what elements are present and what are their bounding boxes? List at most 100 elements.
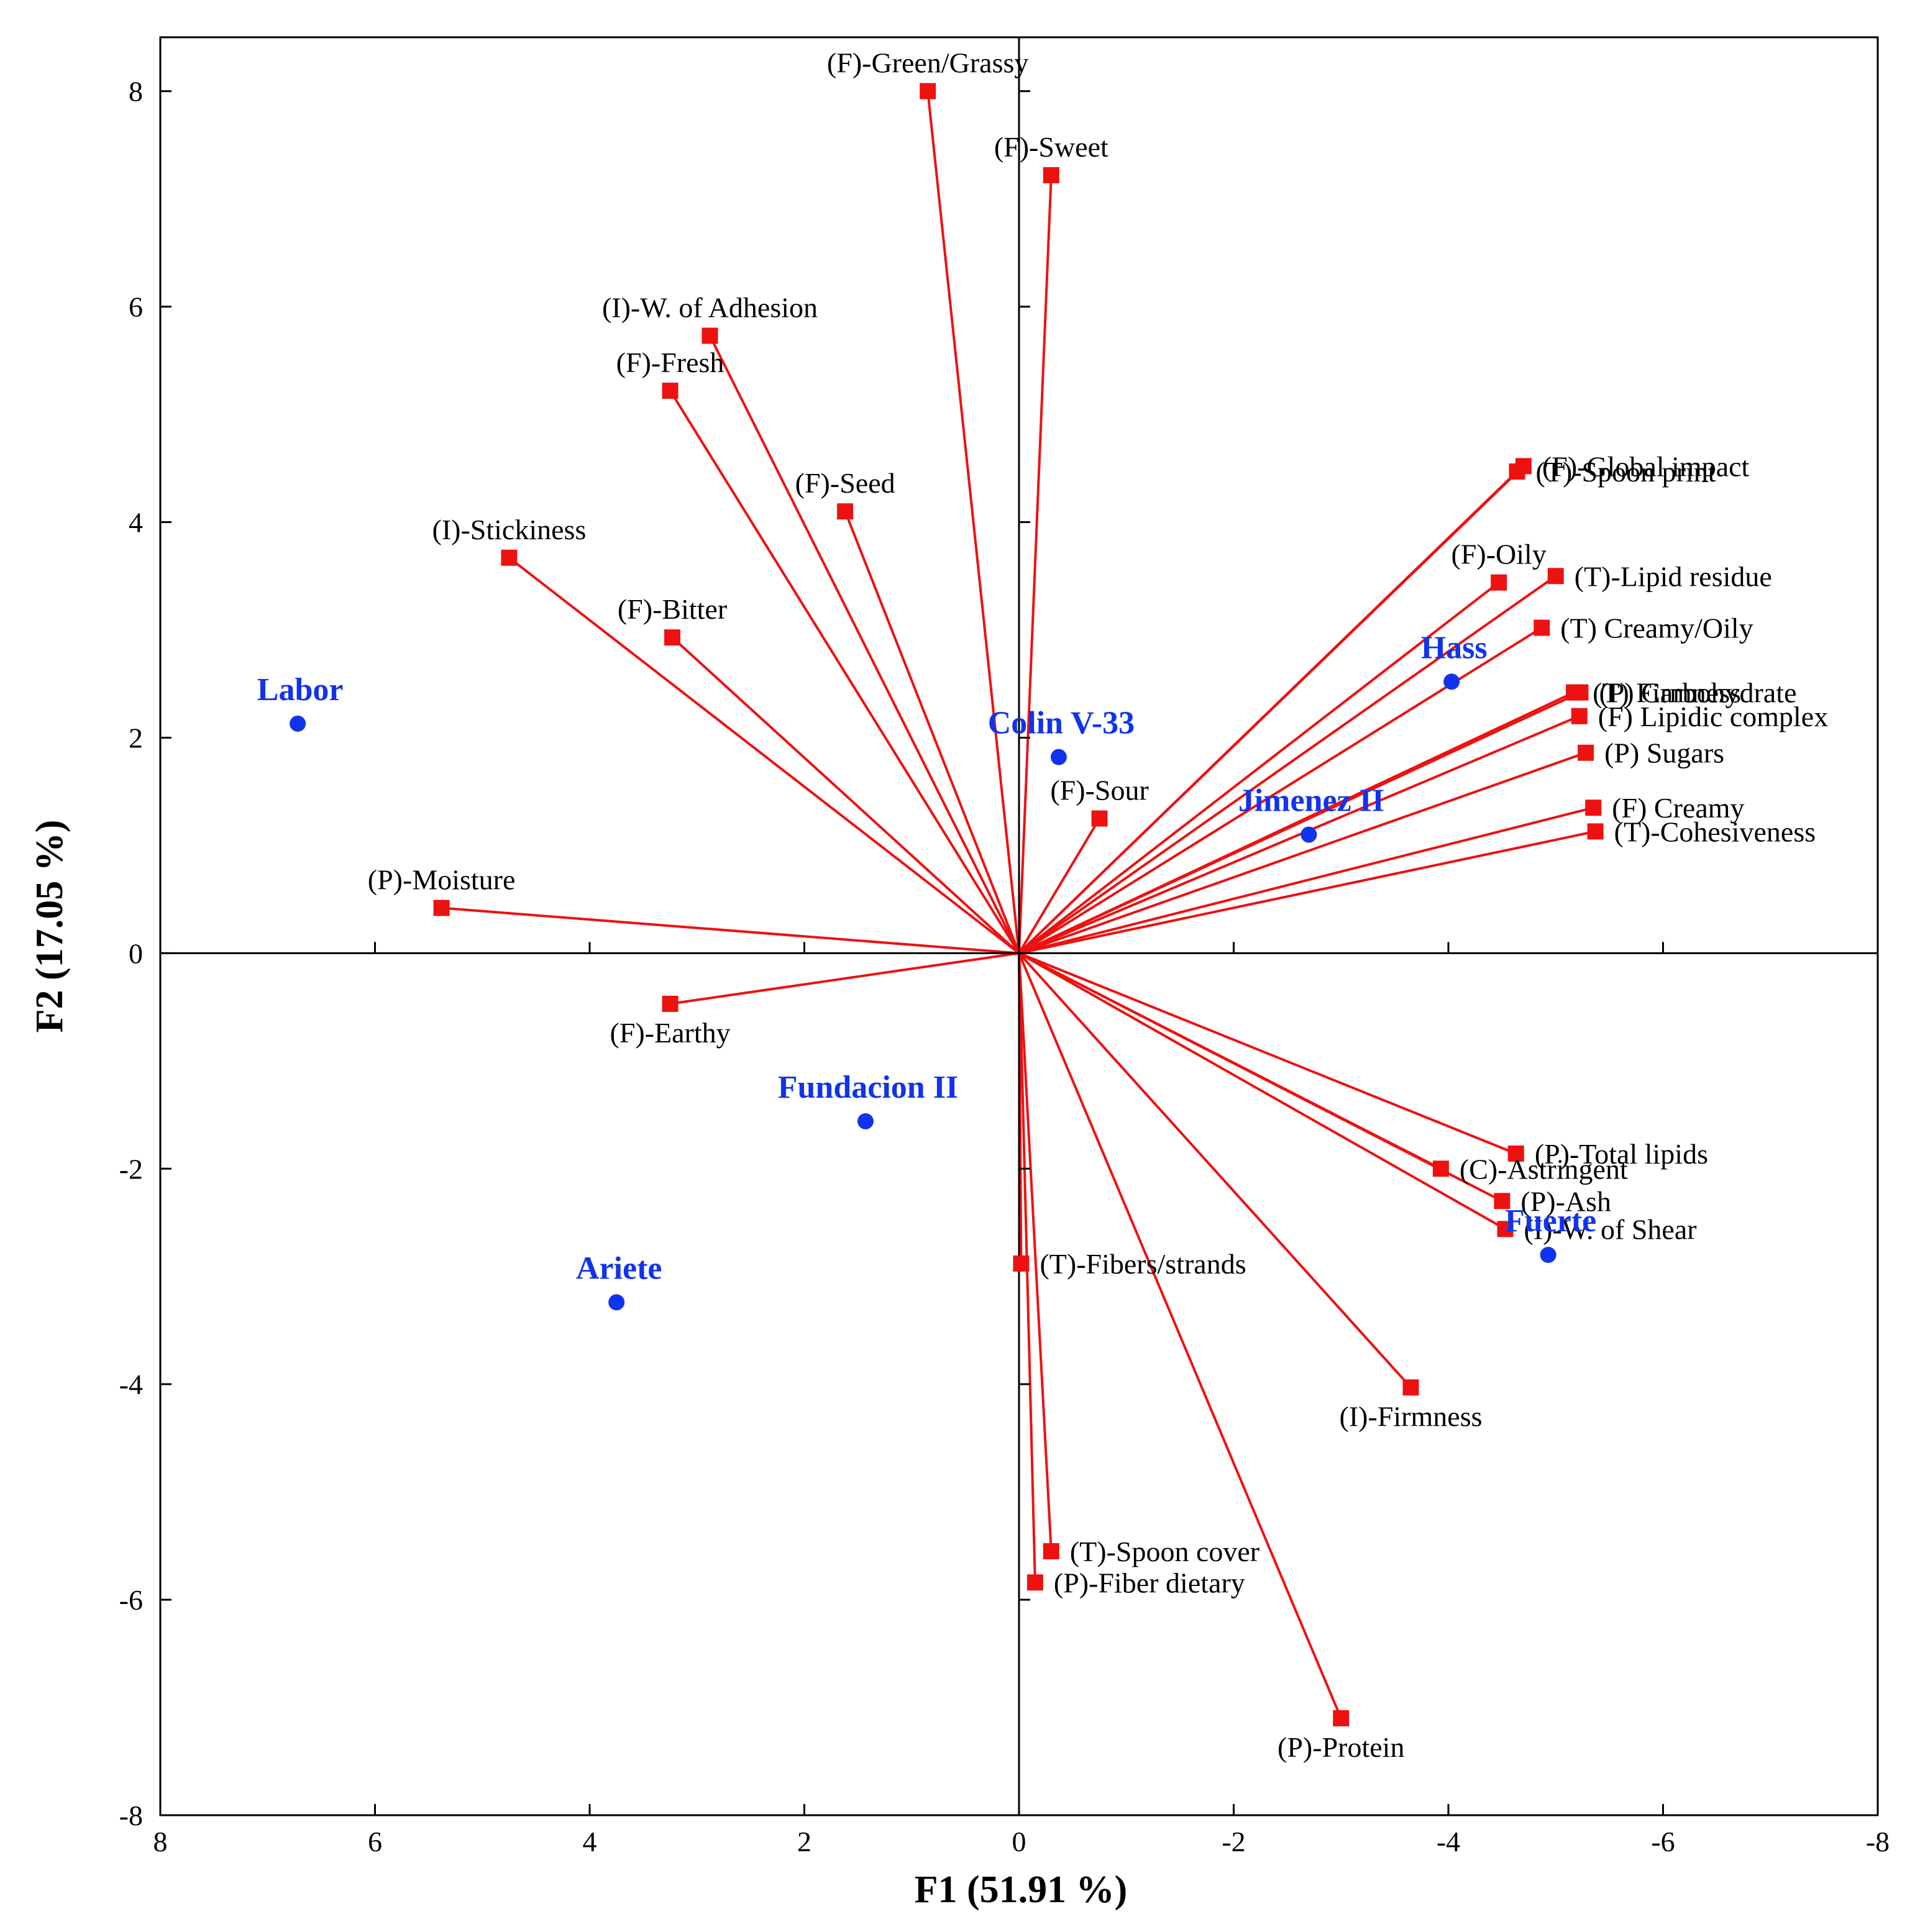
marker-p-protein (1333, 1710, 1350, 1726)
marker-t-fibers-strands (1013, 1255, 1030, 1272)
y-tick-label: -6 (119, 1584, 143, 1616)
marker-f-sour (1091, 810, 1108, 827)
y-tick-label: 4 (129, 507, 143, 539)
marker-i-firmness (1402, 1379, 1419, 1396)
label-f-seed: (F)-Seed (795, 467, 895, 499)
label-c-astringent: (C)-Astringent (1460, 1153, 1628, 1185)
marker-f-earthy (662, 995, 679, 1012)
label-i-w-of-shear: (I)-W. of Shear (1524, 1213, 1697, 1245)
y-tick-label: 0 (129, 937, 143, 969)
vector-f-fresh (669, 390, 1020, 954)
label-f-creamy: (F) Creamy (1612, 792, 1744, 824)
vector-p-carbohydrate (1018, 691, 1581, 955)
obs-label-hass: Hass (1421, 630, 1488, 665)
marker-i-w-of-adhesion (702, 327, 718, 344)
x-tick-label: 2 (797, 1826, 811, 1857)
vector-p-protein (1018, 952, 1343, 1719)
y-tick-label: 6 (129, 291, 143, 323)
vector-p-sugars (1018, 751, 1586, 955)
axes: 8 6 4 2 0 -2 -4 -6 -8 8 6 4 2 0 -2 -4 -6 -8 (119, 36, 1890, 1857)
label-p-carbohydrate: (P) Carbohydrate (1599, 677, 1796, 709)
y-tick-label: -2 (119, 1153, 143, 1185)
marker-p-moisture (433, 900, 450, 916)
vector-p-total-lipids (1018, 952, 1517, 1155)
label-p-total-lipids: (P)-Total lipids (1535, 1138, 1708, 1170)
label-f-global-impact: (F)-Global impact (1542, 450, 1750, 482)
marker-p-sugars (1578, 744, 1594, 761)
label-i-stickiness: (I)-Stickiness (432, 514, 587, 545)
marker-f-fresh (662, 382, 679, 399)
vector-t-spoon-print (1018, 470, 1518, 954)
labels: (F)-Green/Grassy (F)-Sweet (I)-W. of Adhes… (257, 47, 1828, 1763)
x-tick-label: 6 (368, 1826, 382, 1857)
marker-t-spoon-print (1509, 463, 1525, 480)
vector-i-w-of-shear (1018, 952, 1506, 1231)
vector-f-seed (844, 511, 1020, 954)
marker-p-fiber-dietary (1026, 1574, 1043, 1591)
vector-f-bitter (671, 636, 1020, 954)
x-tick-label: 4 (583, 1826, 597, 1857)
label-p-ash: (P)-Ash (1520, 1185, 1611, 1217)
marker-t-lipid-residue (1547, 568, 1564, 585)
label-t-spoon-print: (T)-Spoon print (1536, 456, 1716, 488)
label-f-green-grassy: (F)-Green/Grassy (827, 47, 1028, 79)
vector-f-creamy (1018, 806, 1594, 955)
obs-label-fuerte: Fuerte (1505, 1203, 1596, 1239)
label-i-firmness: (I)-Firmness (1340, 1400, 1483, 1432)
x-tick-label: 8 (153, 1826, 168, 1857)
label-p-fiber-dietary: (P)-Fiber dietary (1054, 1567, 1245, 1598)
marker-f-bitter (664, 629, 681, 646)
label-t-firmness: (T) Firmness (1593, 677, 1741, 709)
x-tick-label: 0 (1012, 1826, 1026, 1857)
point-hass (1443, 673, 1460, 690)
observation-points (290, 673, 1556, 1311)
marker-p-carbohydrate (1572, 684, 1589, 701)
marker-t-spoon-cover (1043, 1543, 1059, 1560)
label-f-bitter: (F)-Bitter (618, 593, 727, 625)
vector-f-sour (1018, 818, 1101, 954)
label-f-fresh: (F)-Fresh (616, 347, 724, 378)
marker-p-total-lipids (1507, 1145, 1524, 1162)
obs-label-colin-v-33: Colin V-33 (988, 706, 1135, 741)
point-colin-v-33 (1050, 749, 1067, 765)
vector-p-ash (1018, 952, 1503, 1203)
marker-f-sweet (1043, 167, 1059, 184)
x-tick-label: -2 (1222, 1826, 1245, 1857)
marker-f-green-grassy (920, 83, 936, 99)
y-axis-title: F2 (17.05 %) (29, 820, 71, 1033)
point-fuerte (1540, 1247, 1556, 1264)
vector-f-sweet (1018, 175, 1053, 954)
marker-c-astringent (1432, 1160, 1449, 1177)
marker-f-seed (837, 503, 854, 520)
x-tick-label: -8 (1866, 1826, 1890, 1857)
label-f-lipidic-complex: (F) Lipidic complex (1598, 701, 1828, 732)
vector-i-w-of-adhesion (708, 335, 1020, 954)
marker-f-lipidic-complex (1571, 708, 1588, 724)
label-f-sweet: (F)-Sweet (994, 131, 1108, 163)
y-tick-label: 8 (129, 76, 143, 107)
label-p-moisture: (P)-Moisture (368, 864, 516, 896)
marker-i-w-of-shear (1497, 1221, 1514, 1237)
label-p-protein: (P)-Protein (1277, 1731, 1404, 1763)
vector-t-cohesiveness (1018, 830, 1596, 955)
vector-f-earthy (670, 952, 1020, 1005)
marker-f-creamy (1585, 800, 1602, 816)
obs-label-jimenez-ii: Jimenez II (1238, 783, 1384, 819)
x-axis-title: F1 (51.91 %) (915, 1869, 1128, 1911)
vector-t-lipid-residue (1018, 575, 1556, 954)
y-tick-label: -8 (119, 1800, 143, 1831)
label-t-spoon-cover: (T)-Spoon cover (1070, 1536, 1259, 1567)
label-t-lipid-residue: (T)-Lipid residue (1575, 560, 1772, 592)
marker-i-stickiness (501, 549, 518, 566)
point-labor (290, 715, 306, 732)
vector-f-lipidic-complex (1018, 714, 1580, 955)
point-jimenez-ii (1300, 826, 1317, 843)
vector-i-stickiness (508, 557, 1020, 954)
point-fundacion-ii (857, 1113, 874, 1129)
vector-f-green-grassy (926, 91, 1020, 954)
vector-i-firmness (1018, 952, 1412, 1388)
label-t-fibers-strands: (T)-Fibers/strands (1040, 1248, 1246, 1280)
obs-label-labor: Labor (257, 672, 344, 708)
